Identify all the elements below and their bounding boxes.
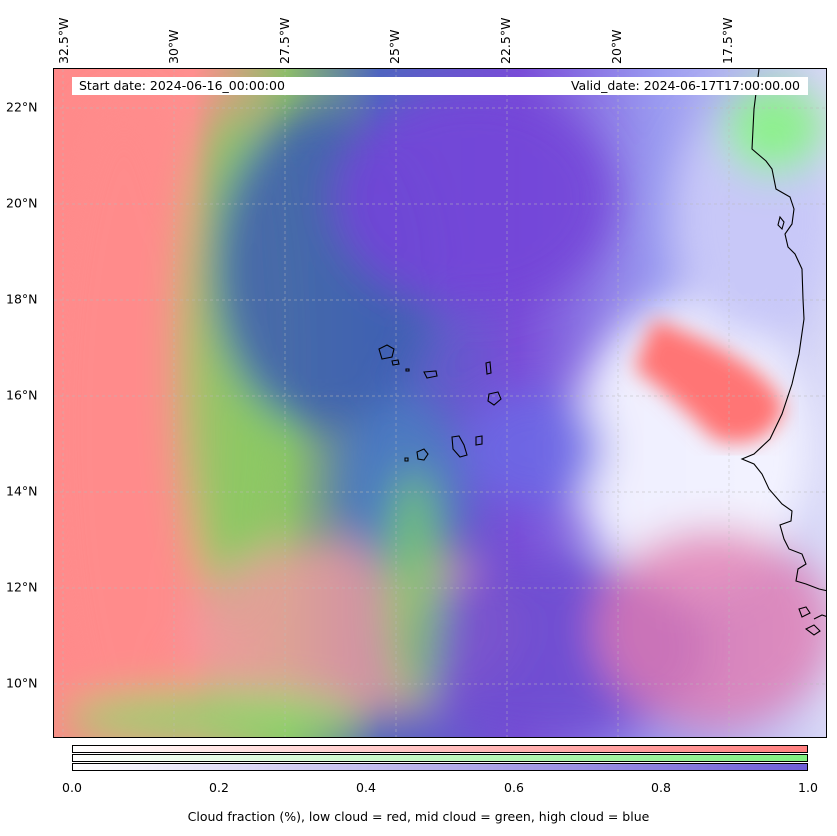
valid-date-label: Valid_date: 2024-06-17T17:00:00.00 xyxy=(432,77,808,95)
colorbar-tick-0: 0.0 xyxy=(62,780,82,795)
colorbar-tick-0-8: 0.8 xyxy=(651,780,671,795)
lon-label-25w: 25°W xyxy=(387,29,402,64)
african-coastline xyxy=(740,69,826,636)
low-cloud-band xyxy=(634,319,784,443)
map-canvas xyxy=(54,69,826,737)
lat-label-12n: 12°N xyxy=(6,579,38,595)
colorbar-tick-1-0: 1.0 xyxy=(798,780,818,795)
lon-label-20w: 20°W xyxy=(609,29,624,64)
colorbar-tick-0-2: 0.2 xyxy=(209,780,229,795)
colorbar-low-cloud xyxy=(72,745,808,753)
cloud-blobs xyxy=(54,84,826,737)
start-date-label: Start date: 2024-06-16_00:00:00 xyxy=(72,77,432,95)
cloud-fraction-map xyxy=(53,68,827,738)
lat-label-22n: 22°N xyxy=(6,99,38,115)
lat-label-20n: 20°N xyxy=(6,195,38,211)
lon-label-30w: 30°W xyxy=(166,29,181,64)
lat-label-18n: 18°N xyxy=(6,291,38,307)
colorbar-high-cloud xyxy=(72,763,808,771)
colorbar-mid-cloud xyxy=(72,754,808,762)
lat-label-16n: 16°N xyxy=(6,387,38,403)
colorbar-label: Cloud fraction (%), low cloud = red, mid… xyxy=(187,809,650,824)
colorbar-tick-0-4: 0.4 xyxy=(356,780,376,795)
lon-label-17-5w: 17.5°W xyxy=(720,17,735,64)
lon-label-32-5w: 32.5°W xyxy=(56,17,71,64)
lat-label-14n: 14°N xyxy=(6,483,38,499)
lon-label-27-5w: 27.5°W xyxy=(277,17,292,64)
graticule xyxy=(54,69,826,737)
colorbar-tick-0-6: 0.6 xyxy=(504,780,524,795)
lon-label-22-5w: 22.5°W xyxy=(498,17,513,64)
colorbar xyxy=(72,745,808,772)
lat-label-10n: 10°N xyxy=(6,675,38,691)
cape-verde-islands xyxy=(378,344,502,462)
